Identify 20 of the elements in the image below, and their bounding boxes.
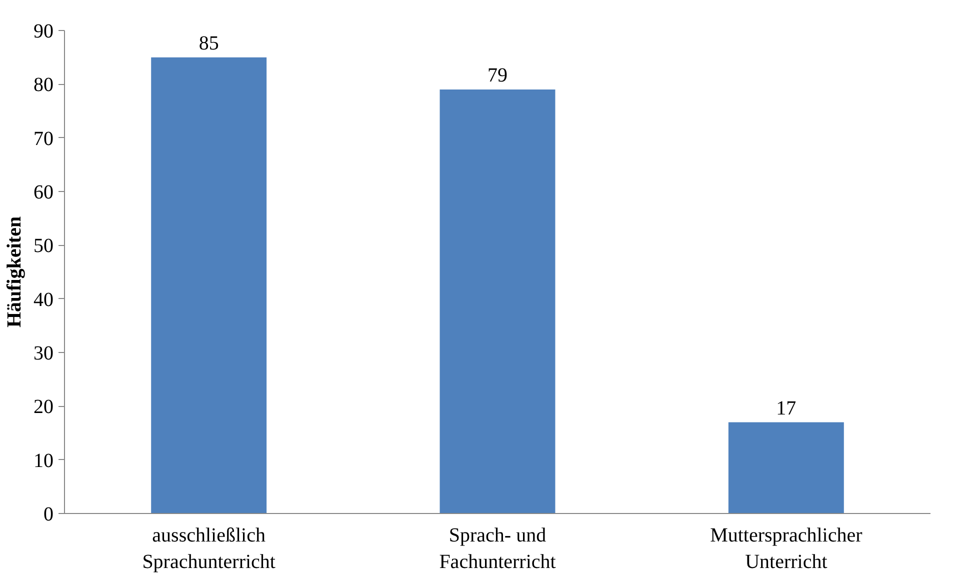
y-axis-title: Häufigkeiten bbox=[4, 216, 26, 328]
y-tick-label: 60 bbox=[34, 182, 54, 204]
y-tick-label: 10 bbox=[34, 450, 54, 472]
x-tick-label: Sprach- und Fachunterricht bbox=[439, 524, 556, 573]
data-label: 17 bbox=[776, 397, 796, 420]
x-tick-label: ausschließlich Sprachunterricht bbox=[142, 524, 276, 573]
data-label: 79 bbox=[488, 64, 508, 87]
bar bbox=[440, 90, 556, 514]
y-tick-label: 70 bbox=[34, 128, 54, 150]
y-tick-label: 30 bbox=[34, 342, 54, 364]
bar bbox=[151, 57, 267, 514]
y-tick-label: 50 bbox=[34, 235, 54, 258]
bar bbox=[728, 422, 844, 514]
y-tick-label: 90 bbox=[34, 20, 54, 42]
y-tick-label: 20 bbox=[34, 396, 54, 418]
y-tick-label: 40 bbox=[34, 288, 54, 311]
y-tick-label: 80 bbox=[34, 74, 54, 96]
y-tick-label: 0 bbox=[44, 504, 54, 526]
data-label: 85 bbox=[198, 32, 219, 54]
x-tick-label: Muttersprachlicher Unterricht bbox=[710, 524, 863, 573]
